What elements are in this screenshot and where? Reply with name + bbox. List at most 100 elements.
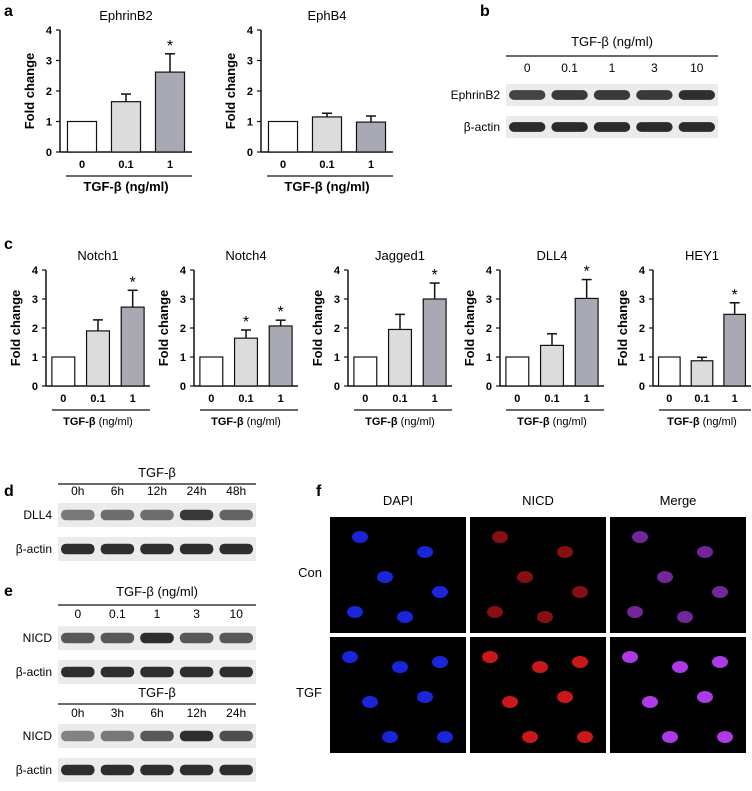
significance-star-notch4-1: * (243, 314, 249, 331)
blot-d-row-label-0: DLL4 (23, 508, 52, 522)
blot-d-band-1-4 (219, 543, 253, 555)
y-tick-label-hey1: 1 (639, 352, 645, 364)
y-tick-label-ephb4: 1 (247, 117, 253, 129)
chart-dll4: DLL4 0 1 2 3 4 Fold change 0 0.1 * 1 TGF-β (ng/ml) (462, 248, 604, 428)
blot-e1-lane-label-4: 10 (230, 607, 244, 621)
microscopy-panel-f: DAPI NICD Merge Con TGF (296, 493, 746, 753)
micro-nucleus-0-2-2 (657, 571, 673, 583)
x-axis-label-hey1: TGF-β (ng/ml) (667, 416, 737, 428)
micro-nucleus-1-1-4 (557, 691, 573, 703)
significance-star-jagged1-2: * (432, 267, 438, 284)
micro-nucleus-0-1-2 (517, 571, 533, 583)
blot-d-band-0-4 (219, 509, 253, 521)
panel-letter-b: b (480, 3, 490, 20)
x-tick-label-hey1-1: 0.1 (694, 393, 709, 405)
x-tick-label-ephb4-2: 1 (368, 159, 374, 171)
micro-nucleus-0-1-0 (492, 531, 508, 543)
micro-nucleus-0-0-2 (377, 571, 393, 583)
chart-ephb4: EphB4 0 1 2 3 4 Fold change 0 0.1 1 TGF-β (ng/ml) (223, 8, 393, 194)
micro-nucleus-1-0-5 (382, 731, 398, 743)
blot-e2-header: TGF-β (138, 685, 176, 700)
micro-nucleus-1-0-6 (437, 731, 453, 743)
y-tick-label-ephb4: 2 (247, 86, 253, 98)
blot-panel-e-dose: TGF-β (ng/ml) 0 0.1 1 3 10 NICD β-actin (16, 584, 256, 684)
x-tick-label-dll4-1: 0.1 (544, 393, 559, 405)
blot-e1-band-1-1 (100, 666, 135, 678)
micro-nucleus-1-1-3 (502, 696, 518, 708)
blot-b-band-1-0 (509, 122, 546, 132)
blot-b-band-0-1 (551, 90, 588, 100)
x-tick-label-notch1-1: 0.1 (90, 393, 105, 405)
blot-d-header: TGF-β (138, 465, 176, 480)
y-tick-label-jagged1: 4 (334, 265, 341, 277)
bar-notch4-2 (268, 325, 293, 387)
significance-star-notch1-2: * (130, 274, 136, 291)
blot-b-band-1-2 (593, 122, 631, 132)
bar-hey1-2 (723, 313, 747, 387)
micro-nucleus-0-1-5 (537, 611, 553, 623)
micro-nucleus-1-1-1 (532, 661, 548, 673)
blot-e1-lane-label-3: 3 (193, 607, 200, 621)
micro-nucleus-1-1-6 (577, 731, 593, 743)
bar-dll4-2 (574, 297, 599, 387)
micro-nucleus-1-0-1 (392, 661, 408, 673)
y-axis-label-ephrinb2: Fold change (22, 53, 37, 130)
blot-e1-band-1-0 (61, 666, 95, 678)
chart-jagged1: Jagged1 0 1 2 3 4 Fold change 0 0.1 * 1 TGF-β (ng/m… (310, 248, 452, 428)
x-tick-label-dll4-2: 1 (584, 393, 590, 405)
blot-e2-row-label-1: β-actin (16, 763, 52, 777)
bar-dll4-1 (539, 344, 565, 387)
y-tick-label-dll4: 4 (486, 265, 493, 277)
y-tick-label-dll4: 0 (486, 381, 492, 393)
blot-e1-row-label-1: β-actin (16, 665, 52, 679)
y-tick-label-ephrinb2: 1 (46, 117, 52, 129)
blot-b-lane-label-4: 10 (690, 61, 704, 75)
chart-notch4: Notch4 0 1 2 3 4 Fold change 0 * 0.1 * 1 TGF-β (ng/m… (156, 248, 298, 428)
y-tick-label-notch4: 2 (180, 323, 186, 335)
bar-notch1-1 (85, 330, 111, 387)
blot-b-band-0-2 (593, 90, 631, 100)
x-tick-label-notch4-2: 1 (278, 393, 284, 405)
micro-col-label-1: NICD (522, 493, 554, 508)
blot-e2-lane-label-4: 24h (226, 706, 246, 720)
blot-e1-header: TGF-β (ng/ml) (116, 584, 198, 599)
y-tick-label-hey1: 4 (639, 265, 646, 277)
y-tick-label-hey1: 3 (639, 294, 645, 306)
y-tick-label-dll4: 2 (486, 323, 492, 335)
panel-letter-e: e (4, 583, 13, 600)
blot-e1-row-label-0: NICD (23, 631, 53, 645)
blot-d-lane-label-4: 48h (226, 484, 246, 498)
blot-e1-lane-label-1: 0.1 (109, 607, 126, 621)
bar-notch1-0 (51, 356, 76, 387)
micro-row-label-0: Con (298, 565, 322, 580)
y-tick-label-jagged1: 3 (334, 294, 340, 306)
blot-d-band-0-0 (61, 509, 95, 521)
blot-e2-band-1-2 (140, 764, 174, 776)
x-tick-label-notch4-1: 0.1 (238, 393, 253, 405)
bar-jagged1-0 (353, 356, 378, 387)
blot-b-band-0-3 (636, 90, 673, 100)
blot-b-band-0-0 (509, 90, 546, 100)
micro-nucleus-0-2-3 (712, 586, 728, 598)
bar-dll4-0 (505, 356, 530, 387)
micro-nucleus-1-0-3 (362, 696, 378, 708)
y-tick-label-ephb4: 3 (247, 56, 253, 68)
panel-letter-a: a (4, 3, 13, 20)
blot-b-band-1-3 (636, 122, 673, 132)
y-tick-label-notch1: 4 (32, 265, 39, 277)
x-tick-label-dll4-0: 0 (514, 393, 520, 405)
blot-e2-lane-label-0: 0h (71, 706, 84, 720)
blot-d-band-1-3 (179, 543, 214, 555)
x-tick-label-ephrinb2-0: 0 (79, 159, 85, 171)
y-tick-label-notch4: 1 (180, 352, 186, 364)
x-tick-label-ephrinb2-2: 1 (167, 159, 173, 171)
blot-b-band-0-4 (678, 90, 715, 100)
x-axis-label-dll4: TGF-β (ng/ml) (517, 416, 587, 428)
blot-d-band-0-3 (179, 509, 214, 521)
y-tick-label-notch4: 4 (180, 265, 187, 277)
micro-col-label-0: DAPI (383, 493, 413, 508)
chart-title-jagged1: Jagged1 (375, 248, 425, 263)
y-axis-label-jagged1: Fold change (310, 290, 325, 367)
x-axis-label-ephb4: TGF-β (ng/ml) (284, 179, 369, 194)
y-tick-label-notch1: 2 (32, 323, 38, 335)
